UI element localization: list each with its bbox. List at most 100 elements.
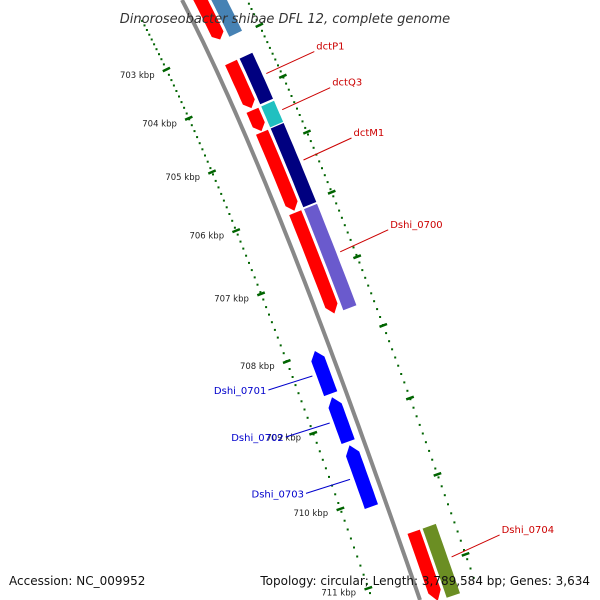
scale-dot [276, 336, 279, 339]
cds-arrow-dctm1 [256, 129, 298, 211]
scale-dot [343, 224, 346, 227]
scale-dot [239, 240, 242, 243]
scale-dot [421, 432, 424, 435]
scale-dot [463, 549, 465, 551]
tick-mark-inner [162, 66, 171, 73]
scale-dot [296, 107, 298, 110]
tick-label: 703 kbp [120, 71, 155, 81]
scale-dot [323, 174, 326, 177]
scale-dot [388, 340, 391, 343]
inner-scale-ring [141, 19, 371, 595]
scale-dot [309, 425, 312, 428]
scale-dot [190, 124, 193, 127]
scale-dot [346, 528, 349, 531]
scale-dot [220, 192, 223, 195]
scale-dot [141, 19, 144, 22]
scale-dot [385, 332, 388, 335]
cds-arrow-dctp1 [225, 59, 255, 109]
scale-dot [315, 441, 318, 444]
tick-mark-inner [364, 585, 373, 591]
scale-dot [268, 46, 271, 49]
scale-dot [288, 368, 291, 370]
gene-arrow-dshi-0703 [346, 445, 378, 509]
tick-mark-outer [255, 22, 264, 29]
scale-dot [282, 352, 285, 355]
scale-dot [172, 84, 175, 87]
scale-dot [196, 136, 199, 139]
scale-dot [148, 33, 151, 36]
scale-dot [369, 592, 371, 595]
tick-label: 705 kbp [165, 173, 200, 183]
outer-scale-ring [247, 2, 475, 579]
tick-mark-outer [352, 254, 362, 260]
scale-dot [256, 283, 259, 286]
cds-arrow-dshi-0700 [289, 210, 338, 314]
backbone-line [180, 0, 422, 600]
scale-dot [434, 467, 437, 470]
scale-dot [253, 13, 256, 16]
gene-arrow-dctm1 [270, 123, 317, 208]
scale-dot [428, 449, 431, 452]
tick-mark-outer [379, 322, 388, 328]
scale-dot [355, 253, 358, 256]
scale-dot [329, 188, 332, 191]
scale-dot [206, 160, 209, 163]
scale-dot [362, 573, 365, 576]
tick-mark-inner [207, 169, 217, 175]
gene-arrow-dshi-0704 [422, 523, 460, 598]
scale-dot [440, 485, 443, 488]
tick-mark-inner [282, 358, 291, 365]
tick-mark-inner [256, 291, 266, 297]
scale-dot [250, 8, 253, 10]
scale-dot [300, 400, 303, 403]
scale-dot [274, 58, 277, 61]
scale-dot [443, 494, 446, 497]
cds-arrow-dctq3 [246, 107, 265, 132]
scale-dot [303, 408, 306, 411]
scale-dot [250, 269, 253, 272]
scale-dot [271, 52, 274, 55]
scale-dot [155, 48, 158, 51]
scale-dot [248, 261, 250, 264]
scale-dot [287, 88, 290, 91]
scale-dot [242, 247, 245, 250]
tick-label: 709 kbp [266, 434, 301, 444]
scale-dot [261, 29, 263, 32]
gene-label-dshi-0703: Dshi_0703 [252, 489, 304, 500]
topology-text: Topology: circular; Length: 3,789,584 bp… [260, 574, 590, 588]
tick-label: 707 kbp [214, 295, 249, 305]
scale-dot [277, 64, 279, 67]
gene-labels: dctP1 dctQ3 dctM1 Dshi_0700 Dshi_0701 Dshi_07… [214, 42, 554, 558]
scale-dot [160, 58, 163, 61]
gene-arrow-dctq3 [261, 100, 284, 128]
scale-dot [225, 206, 228, 209]
scale-dot [346, 231, 349, 234]
scale-dot [185, 112, 188, 115]
scale-dot [183, 106, 186, 109]
scale-dot [340, 510, 343, 513]
scale-dot [293, 101, 296, 104]
tick-mark-outer [461, 551, 470, 557]
scale-dot [340, 216, 343, 219]
scale-dot [403, 381, 406, 384]
scale-dot [349, 238, 352, 241]
scale-dot [158, 53, 160, 56]
scale-dot [376, 308, 379, 311]
scale-dot [469, 567, 472, 570]
scale-dot [143, 24, 146, 27]
scale-dot [198, 142, 201, 145]
scale-dot [324, 467, 327, 470]
tick-label: 706 kbp [189, 232, 224, 242]
scale-dot [418, 423, 421, 426]
scale-dot [437, 476, 440, 479]
tick-mark-inner [308, 430, 318, 436]
tick-mark-inner [231, 227, 241, 234]
gene-arrow-dshi-0702 [328, 397, 355, 444]
scale-dot [358, 261, 361, 264]
scale-dot [268, 313, 270, 316]
scale-dot [263, 35, 266, 38]
scale-dot [400, 373, 403, 375]
scale-dot [297, 392, 300, 395]
scale-dot [328, 475, 330, 478]
gene-label-dshi-0704: Dshi_0704 [502, 525, 554, 536]
